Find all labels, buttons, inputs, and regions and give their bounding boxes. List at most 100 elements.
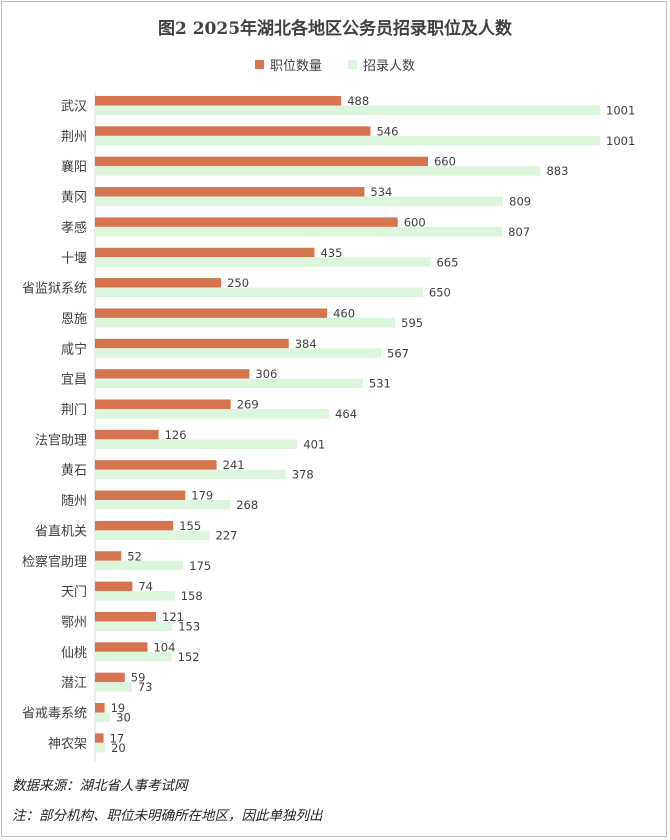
bar-positions [95, 156, 428, 167]
category-label: 黄冈 [61, 191, 87, 206]
data-label-recruits: 158 [181, 589, 203, 603]
data-label-positions: 59 [131, 671, 146, 685]
bar-positions [95, 520, 174, 531]
bar-positions [95, 429, 159, 440]
bar-recruits [95, 500, 231, 510]
category-label: 黄石 [61, 464, 87, 479]
bar-recruits [95, 530, 210, 540]
data-label-positions: 600 [404, 215, 426, 229]
data-label-recruits: 378 [292, 468, 314, 482]
data-label-recruits: 401 [303, 437, 325, 451]
bar-recruits [95, 651, 172, 662]
data-label-recruits: 1001 [606, 104, 635, 118]
bar-recruits [95, 409, 330, 419]
legend-item-positions: 职位数量 [254, 55, 322, 74]
bar-recruits [95, 439, 298, 449]
bar-recruits [95, 166, 541, 176]
data-label-recruits: 268 [236, 498, 258, 512]
bar-recruits [95, 196, 504, 207]
category-label: 鄂州 [61, 615, 87, 630]
bar-positions [95, 460, 217, 470]
bar-positions [95, 278, 222, 288]
bar-positions [95, 308, 328, 318]
bar-positions [95, 399, 231, 409]
data-label-positions: 241 [223, 458, 245, 472]
legend-label-recruits: 招录人数 [363, 59, 416, 74]
category-label: 天门 [61, 585, 87, 600]
data-label-positions: 19 [111, 701, 126, 715]
data-label-positions: 104 [153, 640, 175, 654]
bar-positions [95, 338, 289, 349]
chart-title: 图2 2025年湖北各地区公务员招录职位及人数 [157, 19, 513, 39]
category-label: 孝感 [61, 220, 87, 236]
bar-recruits [95, 105, 600, 115]
legend-label-positions: 职位数量 [269, 59, 322, 74]
category-label: 省监狱系统 [22, 282, 87, 297]
bar-recruits [95, 621, 173, 631]
category-label: 法官助理 [35, 432, 87, 448]
bar-recruits [95, 287, 423, 298]
category-label: 省直机关 [35, 524, 87, 539]
bar-recruits [95, 257, 431, 267]
data-label-positions: 155 [179, 519, 201, 533]
data-label-positions: 488 [347, 94, 369, 108]
data-label-recruits: 807 [508, 225, 530, 239]
data-label-positions: 74 [138, 580, 153, 594]
bar-positions [95, 703, 105, 713]
bar-recruits [95, 317, 396, 328]
bar-recruits [95, 682, 132, 692]
data-label-positions: 660 [434, 155, 456, 169]
category-label: 仙桃 [61, 646, 87, 661]
data-label-recruits: 227 [216, 528, 238, 542]
data-label-positions: 534 [370, 185, 392, 199]
data-label-recruits: 175 [189, 559, 211, 573]
data-label-positions: 17 [110, 731, 125, 745]
data-label-recruits: 464 [335, 407, 357, 421]
data-label-recruits: 73 [138, 680, 153, 694]
data-label-positions: 121 [162, 610, 184, 624]
bar-recruits [95, 226, 503, 237]
data-label-recruits: 567 [387, 346, 409, 360]
bar-positions [95, 611, 157, 622]
data-label-recruits: 883 [546, 164, 568, 178]
data-label-positions: 306 [255, 367, 277, 381]
category-label: 恩施 [61, 312, 87, 327]
chart-legend: 职位数量 招录人数 [0, 55, 670, 74]
data-label-positions: 460 [333, 306, 355, 320]
legend-swatch-recruits [348, 60, 357, 69]
bar-positions [95, 672, 125, 683]
bar-recruits [95, 378, 363, 389]
bar-positions [95, 96, 342, 106]
bar-positions [95, 490, 186, 501]
data-label-positions: 384 [295, 337, 317, 351]
bar-positions [95, 733, 104, 743]
data-label-positions: 435 [320, 246, 342, 260]
data-label-positions: 179 [191, 489, 213, 503]
bar-positions [95, 369, 250, 379]
bar-positions [95, 247, 315, 258]
data-source-note: 数据来源：湖北省人事考试网 [12, 778, 188, 794]
data-label-positions: 546 [376, 124, 398, 138]
category-label: 省戒毒系统 [22, 707, 87, 722]
bar-recruits [95, 742, 106, 753]
bar-positions [95, 217, 398, 227]
bar-recruits [95, 560, 184, 571]
data-label-positions: 250 [227, 276, 249, 290]
data-label-recruits: 665 [436, 255, 458, 269]
bar-recruits [95, 469, 286, 480]
bar-positions [95, 581, 133, 592]
data-label-positions: 126 [165, 428, 187, 442]
data-label-recruits: 650 [429, 286, 451, 300]
data-label-recruits: 531 [369, 377, 391, 391]
bar-positions [95, 187, 365, 197]
category-label: 荆州 [61, 129, 87, 145]
bar-recruits [95, 348, 382, 358]
data-label-recruits: 20 [111, 741, 126, 755]
data-label-recruits: 30 [116, 711, 131, 725]
category-label: 咸宁 [61, 341, 87, 357]
data-label-recruits: 595 [401, 316, 423, 330]
data-label-positions: 52 [127, 549, 142, 563]
category-label: 荆门 [61, 402, 87, 418]
